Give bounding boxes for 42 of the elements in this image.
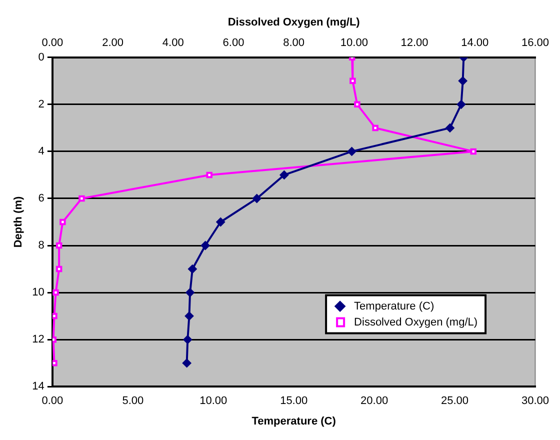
x2-tick-label: 6.00 (222, 36, 244, 49)
x2-tick-label: 10.00 (340, 36, 368, 49)
y-tick-label: 2 (38, 98, 44, 110)
x-tick-label: 15.00 (280, 395, 308, 408)
x2-tick-label: 8.00 (283, 36, 305, 49)
x-axis-title: Temperature (C) (252, 415, 336, 428)
point (445, 123, 454, 132)
y-tick-label: 6 (38, 192, 44, 205)
x-tick-label: 30.00 (521, 395, 549, 408)
point (184, 312, 194, 321)
y-tick-label: 14 (32, 380, 44, 393)
x2-tick-label: 0.00 (42, 36, 64, 49)
point (347, 146, 356, 156)
y-tick-label: 0 (38, 51, 44, 64)
x-tick-label: 25.00 (441, 395, 469, 408)
legend-label: Temperature (C) (354, 300, 434, 312)
x2-tick-label: 16.00 (521, 36, 549, 49)
x2-tick-label: 4.00 (162, 36, 184, 49)
y-tick-label: 4 (38, 145, 44, 158)
x2-tick-label: 2.00 (102, 36, 124, 49)
x2-tick-label: 14.00 (461, 36, 489, 49)
point (186, 288, 195, 298)
x2-tick-label: 12.00 (400, 36, 428, 49)
x-tick-label: 5.00 (122, 395, 144, 408)
point (182, 358, 192, 368)
legend-label: Dissolved Oxygen (mg/L) (354, 316, 478, 328)
x-tick-label: 10.00 (200, 395, 228, 408)
point (280, 170, 289, 180)
y-tick-label: 12 (32, 334, 44, 346)
y-tick-label: 10 (32, 286, 44, 299)
point (456, 100, 466, 109)
x2-axis-title: Dissolved Oxygen (mg/L) (228, 16, 360, 29)
point (216, 218, 226, 226)
x-tick-label: 0.00 (42, 395, 64, 408)
x-tick-label: 20.00 (360, 395, 388, 408)
point (458, 76, 468, 86)
point (183, 335, 192, 344)
point (188, 264, 197, 274)
y-tick-label: 8 (38, 240, 44, 252)
y-axis-title: Depth (m) (12, 196, 25, 248)
point (252, 194, 262, 203)
point (200, 241, 210, 250)
